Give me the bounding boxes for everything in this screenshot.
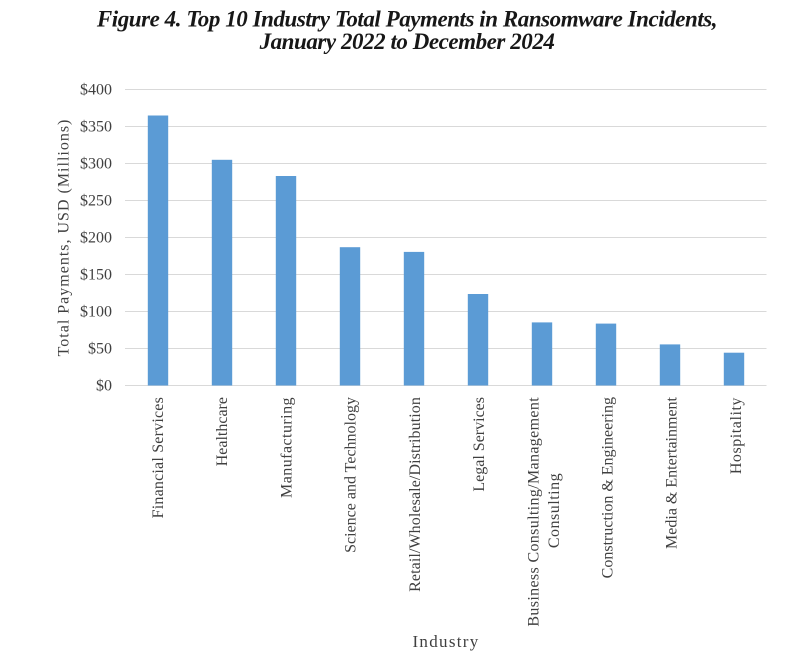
svg-text:Science and Technology: Science and Technology — [343, 397, 360, 553]
svg-text:$50: $50 — [88, 341, 112, 358]
svg-text:$250: $250 — [80, 193, 112, 210]
svg-text:Total Payments, USD (Millions): Total Payments, USD (Millions) — [56, 119, 73, 357]
svg-text:January 2022 to December 2024: January 2022 to December 2024 — [259, 29, 555, 54]
svg-text:Financial Services: Financial Services — [150, 397, 167, 518]
svg-text:Manufacturing: Manufacturing — [278, 397, 295, 498]
svg-text:Legal Services: Legal Services — [471, 397, 488, 492]
svg-text:Construction & Engineering: Construction & Engineering — [599, 397, 616, 578]
svg-text:$200: $200 — [80, 230, 112, 247]
svg-text:Media & Entertainment: Media & Entertainment — [664, 396, 681, 549]
svg-text:$100: $100 — [80, 304, 112, 321]
svg-text:$300: $300 — [80, 156, 112, 173]
svg-text:Consulting: Consulting — [546, 473, 563, 548]
svg-text:$350: $350 — [80, 119, 112, 136]
svg-text:Business Consulting/Management: Business Consulting/Management — [526, 397, 543, 627]
svg-text:Healthcare: Healthcare — [214, 397, 231, 466]
svg-text:Figure 4. Top 10 Industry Tota: Figure 4. Top 10 Industry Total Payments… — [96, 7, 717, 32]
svg-text:$0: $0 — [96, 378, 112, 395]
svg-text:$400: $400 — [80, 82, 112, 99]
svg-text:Hospitality: Hospitality — [728, 397, 745, 474]
svg-text:Retail/Wholesale/Distribution: Retail/Wholesale/Distribution — [407, 397, 424, 592]
svg-text:Industry: Industry — [412, 632, 479, 651]
svg-text:$150: $150 — [80, 267, 112, 284]
